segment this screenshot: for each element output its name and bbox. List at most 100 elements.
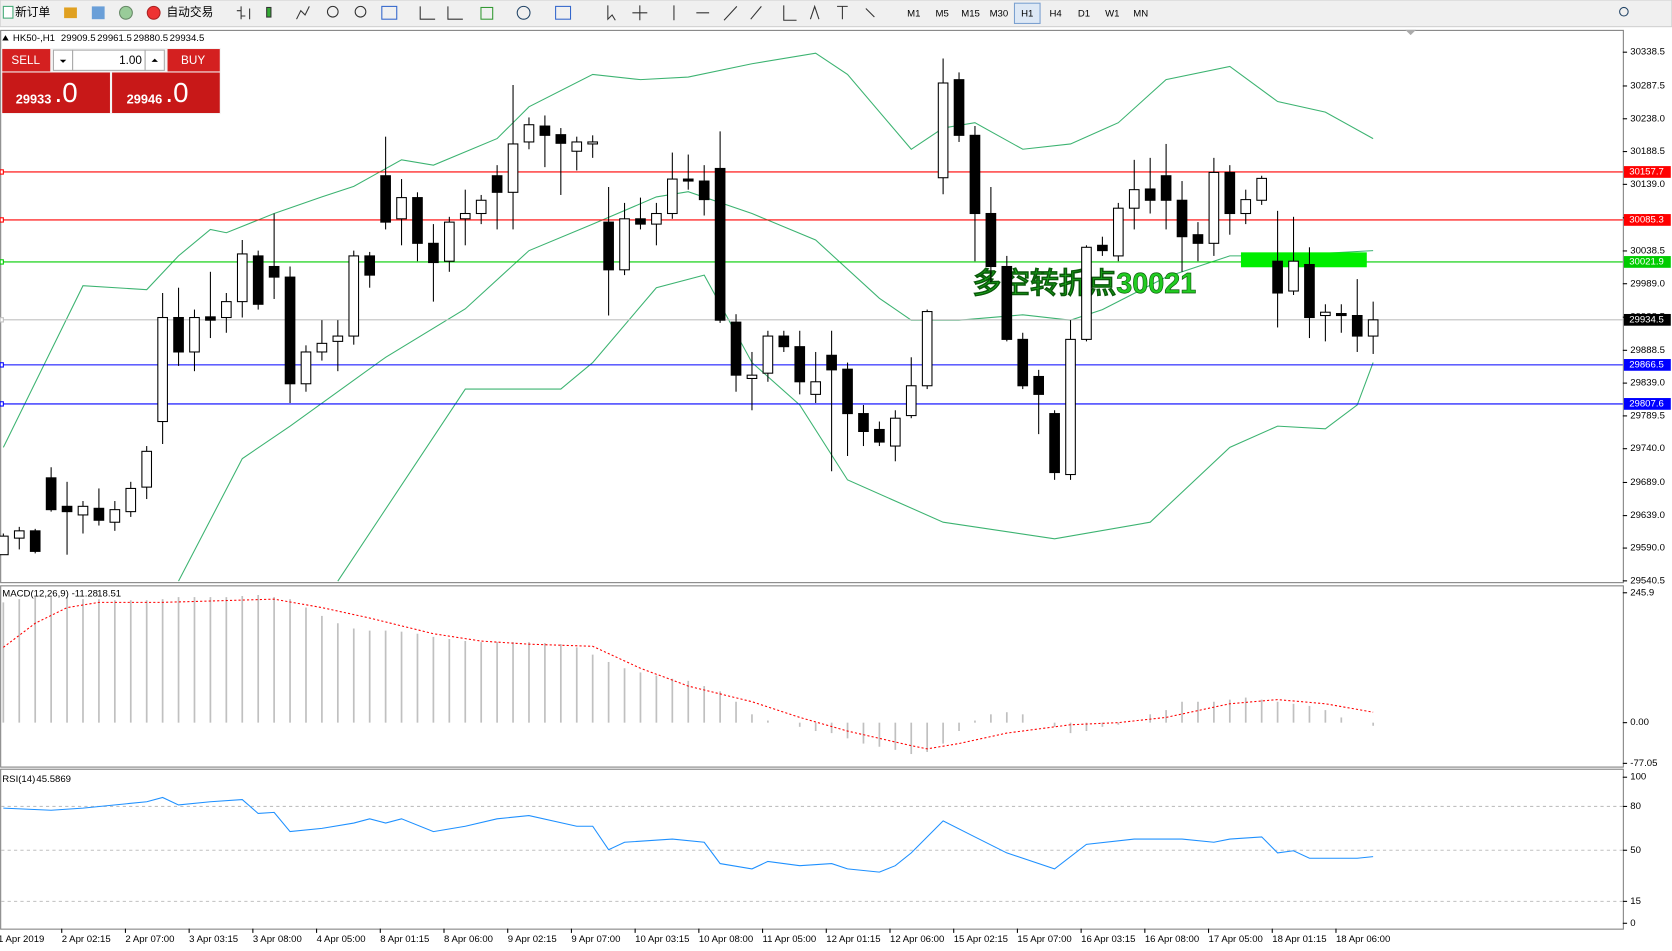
- price-tag: [1623, 214, 1671, 226]
- candle-body: [714, 167, 726, 321]
- timeframe-button[interactable]: M1: [907, 8, 920, 19]
- candle-body: [635, 218, 646, 225]
- candle-body: [45, 477, 57, 511]
- candle-body: [842, 368, 853, 415]
- candle-body: [1049, 413, 1060, 474]
- chart-panels: [0, 29, 1624, 930]
- candle-body: [858, 413, 869, 433]
- search-icon[interactable]: [1619, 6, 1629, 17]
- icon[interactable]: [354, 5, 367, 18]
- timeframe-label: M30: [990, 8, 1009, 19]
- y-tick-label: 30238.0: [1630, 113, 1665, 124]
- candle-body: [125, 487, 137, 513]
- candle-body: [141, 450, 153, 488]
- x-tick-label: 2 Apr 02:15: [62, 934, 111, 945]
- rsi-line: [3, 796, 1374, 873]
- icon[interactable]: [64, 7, 77, 19]
- y-tick-label: 30139.0: [1630, 179, 1665, 190]
- icon[interactable]: [326, 5, 339, 18]
- icon[interactable]: [555, 5, 572, 20]
- timeframe-button[interactable]: M5: [936, 8, 949, 19]
- candle-body: [1112, 207, 1124, 257]
- icon[interactable]: [607, 5, 616, 21]
- x-tick-label: 10 Apr 03:15: [635, 934, 689, 945]
- price-bg: [112, 72, 220, 114]
- icon[interactable]: [119, 5, 133, 20]
- auto-trading-button[interactable]: 自动交易: [146, 5, 213, 20]
- button-label: SELL: [11, 54, 40, 67]
- icon: [146, 5, 161, 20]
- candle-body: [1240, 199, 1252, 215]
- candle-body: [794, 346, 806, 383]
- buy-price[interactable]: 29946 .0: [112, 72, 220, 114]
- new-order-button[interactable]: 新订单: [2, 5, 51, 19]
- candle-body: [380, 175, 391, 223]
- timeframe-button[interactable]: H1: [1013, 2, 1041, 24]
- candle-body: [1001, 265, 1013, 340]
- icon: [2, 5, 14, 19]
- icon[interactable]: [480, 6, 494, 20]
- candle-body: [157, 316, 168, 423]
- toolbar: 新订单 自动交易 M1 M5 M15 M30 H1 H4 D1 W1 MN: [0, 0, 1672, 28]
- bollinger-band: [2, 52, 1374, 448]
- candle-body: [332, 335, 344, 342]
- x-tick-label: 8 Apr 06:00: [444, 934, 493, 945]
- timeframe-label: M15: [961, 8, 980, 19]
- x-tick-label: 9 Apr 02:15: [508, 934, 557, 945]
- button-label: 自动交易: [166, 5, 213, 19]
- candle-body: [539, 125, 551, 136]
- icon[interactable]: [266, 6, 272, 18]
- line-marker: [0, 317, 4, 323]
- candle-body: [730, 321, 742, 376]
- icon[interactable]: [91, 6, 105, 20]
- icon[interactable]: [236, 6, 251, 20]
- candle-body: [921, 311, 933, 387]
- timeframe-label: H4: [1050, 8, 1063, 19]
- timeframe-label: M5: [936, 8, 949, 19]
- sell-price[interactable]: 29933 .0: [2, 72, 110, 114]
- icon[interactable]: [296, 6, 310, 20]
- price-tag-label: 30085.3: [1629, 214, 1664, 225]
- price-tag: [1623, 256, 1671, 268]
- timeframe-button[interactable]: D1: [1078, 8, 1090, 19]
- timeframe-button[interactable]: MN: [1133, 8, 1148, 19]
- buy-button[interactable]: BUY: [167, 49, 220, 72]
- icon[interactable]: [632, 5, 797, 21]
- timeframe-button[interactable]: W1: [1105, 8, 1119, 19]
- candle-body: [555, 134, 567, 144]
- icon[interactable]: [809, 4, 875, 20]
- candle-body: [1288, 260, 1299, 292]
- candle-body: [77, 505, 89, 516]
- candle-body: [1192, 234, 1204, 244]
- sell-button[interactable]: SELL: [2, 49, 51, 72]
- bollinger-band: [178, 191, 1374, 582]
- timeframe-button[interactable]: M30: [990, 8, 1009, 19]
- price-bg: [2, 72, 110, 114]
- tool-icons[interactable]: [236, 4, 1629, 21]
- x-tick-label: 3 Apr 08:00: [253, 934, 302, 945]
- y-tick-label: 29989.0: [1630, 278, 1665, 289]
- macd-title: MACD(12,26,9): [2, 588, 69, 599]
- y-tick-label: 30338.5: [1630, 47, 1665, 58]
- candle-body: [1160, 175, 1172, 201]
- timeframe-button[interactable]: M15: [961, 8, 980, 19]
- candle-body: [1320, 311, 1331, 317]
- icon[interactable]: [516, 5, 531, 20]
- candle-body: [412, 197, 423, 244]
- candle-body: [364, 255, 376, 276]
- lot-value: 1.00: [119, 54, 142, 67]
- candle-body: [491, 175, 503, 193]
- candle-body: [746, 374, 758, 380]
- candle-body: [874, 428, 885, 443]
- timeframes: M1 M5 M15 M30 H1 H4 D1 W1 MN: [907, 2, 1148, 24]
- candle-body: [810, 381, 822, 395]
- icon[interactable]: [381, 5, 398, 20]
- timeframe-button[interactable]: H4: [1050, 8, 1063, 19]
- icon[interactable]: [419, 6, 463, 20]
- candle-body: [1256, 177, 1267, 201]
- y-tick-label: 29839.0: [1630, 378, 1665, 389]
- price-main: 29933: [16, 92, 52, 107]
- candle-body: [953, 79, 965, 136]
- timeframe-label: H1: [1021, 8, 1033, 19]
- candle-body: [1351, 314, 1363, 337]
